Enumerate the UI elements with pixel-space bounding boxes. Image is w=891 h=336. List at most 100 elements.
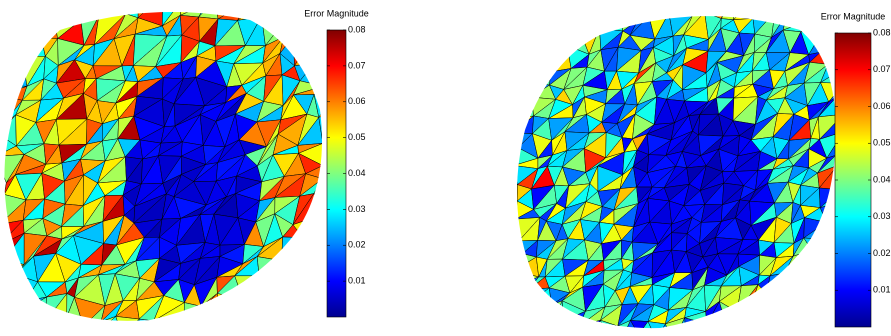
mesh-face bbox=[527, 71, 552, 86]
colorbar bbox=[834, 32, 872, 328]
mesh-face bbox=[784, 288, 809, 306]
mesh-face bbox=[319, 322, 346, 336]
mesh-face bbox=[517, 256, 539, 278]
mesh-face bbox=[16, 12, 44, 22]
mesh-face bbox=[532, 287, 552, 306]
mesh-face bbox=[519, 300, 534, 329]
tick-label: 0.03 bbox=[348, 204, 366, 214]
mesh-face bbox=[517, 51, 533, 66]
mesh-face bbox=[299, 302, 322, 321]
mesh-face bbox=[4, 12, 18, 18]
mesh-face bbox=[617, 319, 632, 329]
mesh-face bbox=[647, 321, 666, 329]
mesh-face bbox=[752, 293, 768, 304]
mesh-face bbox=[517, 282, 523, 306]
mesh-face bbox=[807, 256, 823, 278]
mesh-face bbox=[4, 16, 27, 39]
mesh-face bbox=[553, 28, 573, 55]
mesh-face bbox=[22, 37, 46, 57]
tick-label: 0.04 bbox=[873, 174, 891, 184]
mesh-face bbox=[528, 71, 551, 82]
mesh-face bbox=[4, 55, 24, 86]
mesh-face bbox=[596, 16, 622, 19]
mesh-face bbox=[302, 234, 322, 262]
mesh-face bbox=[42, 12, 59, 27]
mesh-face bbox=[498, 270, 515, 290]
mesh-face bbox=[820, 33, 836, 53]
mesh-face bbox=[517, 322, 530, 329]
mesh-face bbox=[4, 36, 24, 61]
mesh-face bbox=[294, 32, 316, 67]
mesh-face bbox=[237, 12, 263, 21]
mesh-face bbox=[256, 256, 283, 277]
mesh-face bbox=[648, 16, 677, 17]
mesh-face bbox=[693, 3, 707, 16]
mesh-face bbox=[497, 39, 516, 51]
mesh-face bbox=[237, 316, 255, 321]
mesh-face bbox=[802, 288, 824, 311]
mesh-face bbox=[22, 24, 44, 39]
mesh-face bbox=[766, 288, 788, 306]
mesh-face bbox=[554, 16, 563, 37]
mesh-face bbox=[545, 16, 573, 22]
mesh-face bbox=[115, 316, 140, 321]
mesh-face bbox=[606, 325, 621, 329]
mesh-face bbox=[517, 282, 523, 308]
mesh-face bbox=[567, 325, 590, 329]
mesh-face bbox=[302, 284, 322, 308]
mesh-face bbox=[517, 51, 519, 66]
mesh-face bbox=[724, 311, 738, 324]
mesh-face bbox=[806, 276, 824, 291]
tick-label: 0.03 bbox=[873, 211, 891, 221]
mesh-face bbox=[153, 320, 185, 321]
mesh-face bbox=[684, 0, 707, 15]
mesh-face bbox=[54, 326, 84, 336]
mesh-face bbox=[752, 16, 776, 19]
mesh-face bbox=[22, 36, 42, 57]
mesh-face bbox=[799, 19, 826, 34]
mesh-face bbox=[517, 54, 541, 74]
mesh-face bbox=[517, 253, 523, 275]
mesh-face bbox=[588, 16, 598, 22]
mesh-face bbox=[292, 19, 322, 37]
tick-label: 0.06 bbox=[873, 101, 891, 111]
mesh-face bbox=[597, 0, 619, 15]
mesh-face bbox=[260, 12, 287, 20]
tick-label: 0.01 bbox=[348, 276, 366, 286]
mesh-face bbox=[580, 16, 598, 33]
mesh-face bbox=[283, 19, 306, 38]
mesh-face bbox=[22, 20, 44, 37]
mesh-face bbox=[768, 320, 786, 329]
mesh-face bbox=[517, 304, 520, 321]
mesh-face bbox=[738, 327, 760, 329]
mesh-face bbox=[785, 0, 809, 13]
mesh-face bbox=[566, 28, 581, 46]
mesh-face bbox=[735, 299, 754, 329]
mesh-face bbox=[620, 16, 639, 21]
mesh-face bbox=[705, 322, 727, 329]
mesh-face bbox=[669, 0, 684, 12]
mesh-face bbox=[4, 274, 26, 304]
mesh-face bbox=[534, 20, 557, 37]
mesh-face bbox=[192, 317, 223, 321]
mesh-face bbox=[705, 3, 727, 12]
mesh-face bbox=[720, 16, 734, 21]
mesh-face bbox=[183, 302, 202, 321]
mesh-face bbox=[253, 317, 280, 321]
tick-label: 0.08 bbox=[873, 27, 891, 37]
mesh-face bbox=[236, 299, 263, 318]
mesh-face bbox=[784, 267, 809, 290]
mesh-face bbox=[517, 200, 518, 222]
mesh-face bbox=[278, 293, 304, 321]
mesh-face bbox=[245, 317, 256, 321]
mesh-face bbox=[562, 16, 590, 30]
mesh-face bbox=[136, 320, 165, 321]
mesh-face bbox=[517, 64, 541, 88]
mesh-face bbox=[517, 251, 524, 275]
mesh-face bbox=[517, 184, 519, 202]
mesh-face bbox=[766, 0, 785, 12]
mesh-face bbox=[799, 325, 827, 329]
mesh-face bbox=[4, 55, 28, 87]
mesh-face bbox=[517, 184, 518, 202]
mesh-face bbox=[517, 200, 518, 222]
